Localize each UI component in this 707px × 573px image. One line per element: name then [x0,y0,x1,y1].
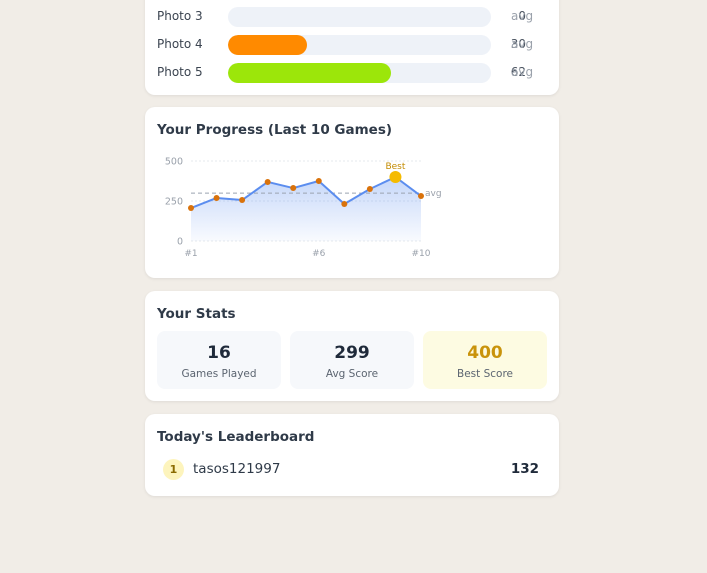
point [341,201,348,208]
point [315,178,322,184]
y-tick-label: 500 [165,157,183,168]
row-label: Photo 3 [157,9,203,23]
average-label: avg [425,189,442,199]
x-tick-label: #10 [412,249,431,259]
card-title: Today's Leaderboard [157,429,315,445]
stat-box: 299 Avg Score [290,331,414,389]
stat-label: Avg Score [325,368,379,380]
bar-unit: avg [511,37,534,51]
leaderboard-card: Today's Leaderboard 1 tasos121997 132 [145,414,559,496]
point [264,178,271,185]
y-tick-label: 250 [165,197,183,208]
bar-track [228,63,491,83]
point [239,197,246,204]
bar-value: 62 [510,65,526,79]
photo-card: Photo 3 0 avg Photo 4 30 avg Photo 5 62 avg [145,0,559,95]
bar-unit: avg [511,9,534,23]
rank-badge: 1 [163,459,184,480]
row-label: Photo 4 [157,37,203,51]
y-tick-label: 0 [177,237,183,248]
best-point [389,171,402,183]
progress-card: Your Progress (Last 10 Games) 0 250 500 #1 #… [145,107,559,278]
point [213,194,220,201]
bar-value: 30 [510,37,526,51]
chart: 0 250 500 #1 #6 #10 avg Best [165,157,442,260]
bar-track [228,35,491,55]
point [366,186,373,192]
x-tick-label: #1 [184,249,197,259]
card-title: Your Progress (Last 10 Games) [157,122,393,138]
player-name: tasos121997 [193,461,281,477]
stat-value: 400 [467,343,503,363]
point [188,205,194,212]
point [418,193,424,200]
point [290,185,297,192]
bar-unit: avg [511,65,534,79]
stat-box: 400 Best Score [423,331,547,389]
area [191,177,421,241]
stat-label: Best Score [457,368,513,380]
stat-box: 16 Games Played [157,331,281,389]
row-label: Photo 5 [157,65,203,79]
card-title: Your Stats [157,306,236,322]
bar-value: 0 [518,9,526,23]
x-tick-label: #6 [312,249,326,259]
bar-track [228,7,491,27]
bar [228,63,392,83]
bar [228,35,307,55]
stat-value: 299 [334,343,370,363]
stat-label: Games Played [181,368,257,380]
stats-card: Your Stats 16 Games Played 299 Avg Score… [145,291,559,401]
line [190,176,422,209]
player-score: 132 [510,461,539,477]
stat-value: 16 [207,343,231,363]
best-label: Best [385,162,405,172]
